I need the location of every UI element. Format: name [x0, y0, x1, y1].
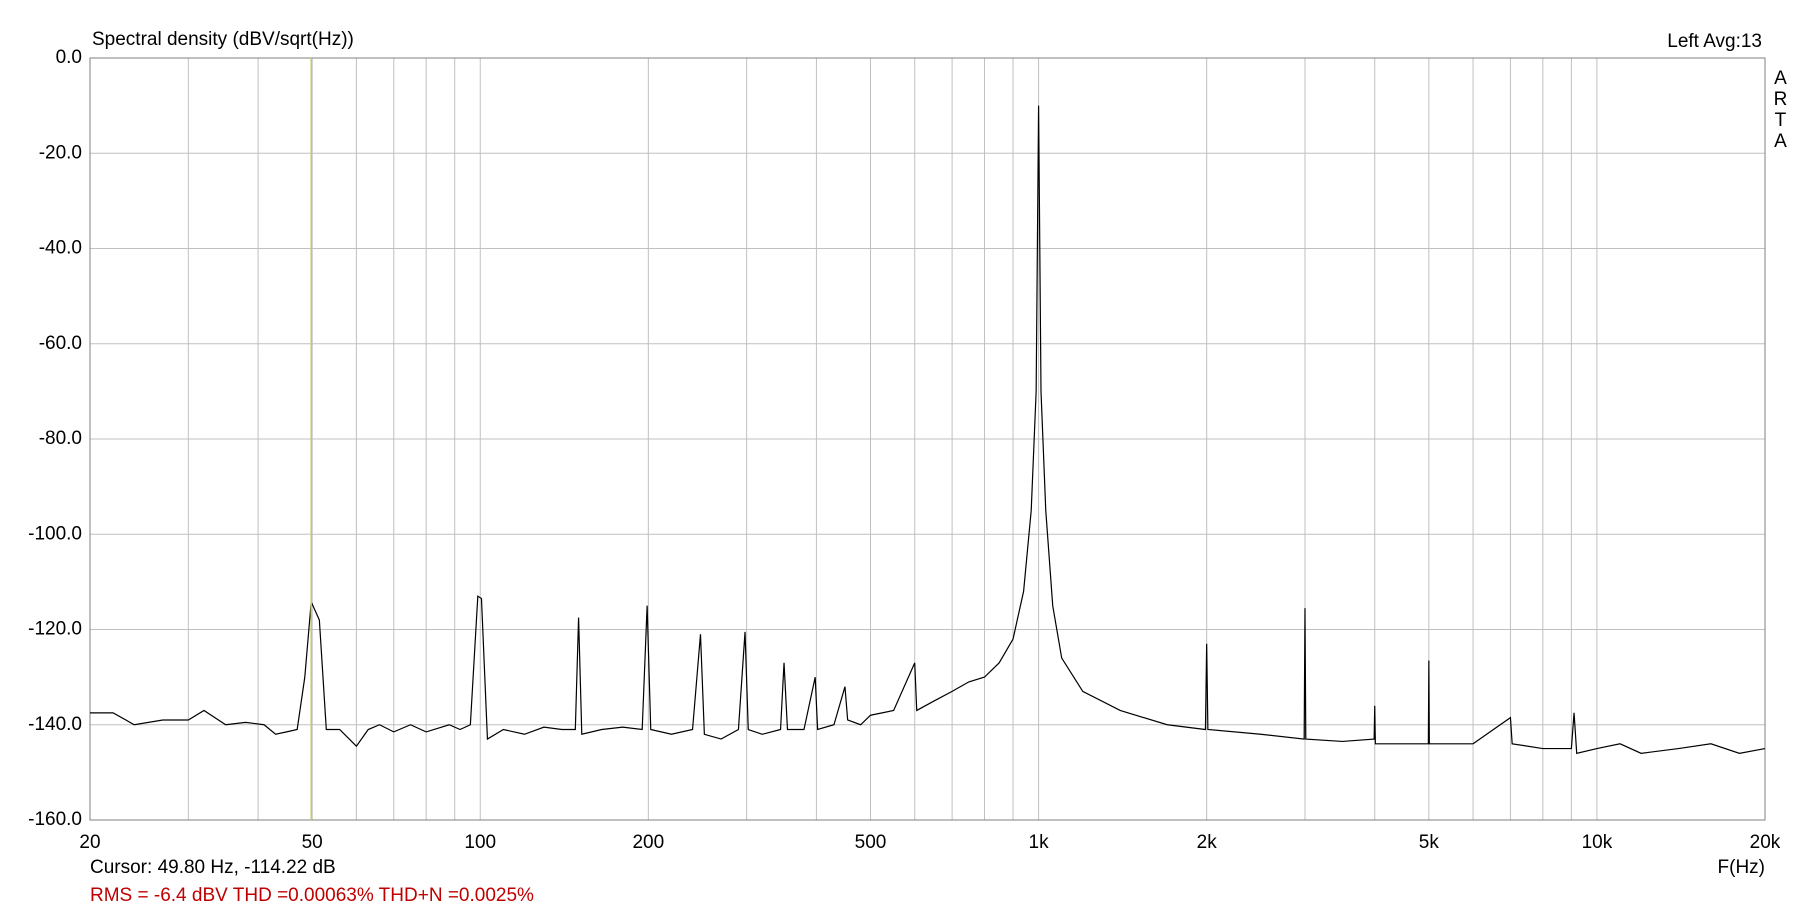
y-tick-label: -40.0: [39, 238, 82, 259]
x-tick-label: 1k: [1029, 832, 1050, 853]
brand: ARTA: [1770, 68, 1791, 152]
x-tick-label: 50: [302, 832, 323, 853]
y-tick-label: -100.0: [28, 523, 82, 544]
x-tick-label: 5k: [1419, 832, 1440, 853]
plot-frame: [89, 57, 1766, 821]
cursor-readout: Cursor: 49.80 Hz, -114.22 dB: [90, 857, 336, 878]
y-tick-label: -20.0: [39, 142, 82, 163]
y-tick-label: -60.0: [39, 333, 82, 354]
x-tick-label: 2k: [1197, 832, 1218, 853]
x-tick-label: 200: [632, 832, 664, 853]
y-tick-label: 0.0: [56, 47, 82, 68]
y-tick-label: -80.0: [39, 428, 82, 449]
x-tick-label: 500: [855, 832, 887, 853]
status: Left Avg:13: [1667, 31, 1762, 52]
chart-title: Spectral density (dBV/sqrt(Hz)): [92, 29, 354, 50]
y-tick-label: -140.0: [28, 714, 82, 735]
x-tick-label: 100: [464, 832, 496, 853]
y-tick-label: -120.0: [28, 619, 82, 640]
x-axis-label: F(Hz): [1718, 857, 1765, 878]
y-tick-label: -160.0: [28, 809, 82, 830]
measurements: RMS = -6.4 dBV THD =0.00063% THD+N =0.00…: [90, 885, 534, 906]
x-tick-label: 10k: [1582, 832, 1613, 853]
x-tick-label: 20: [79, 832, 100, 853]
x-tick-label: 20k: [1750, 832, 1781, 853]
spectrum-line: [90, 105, 1766, 755]
